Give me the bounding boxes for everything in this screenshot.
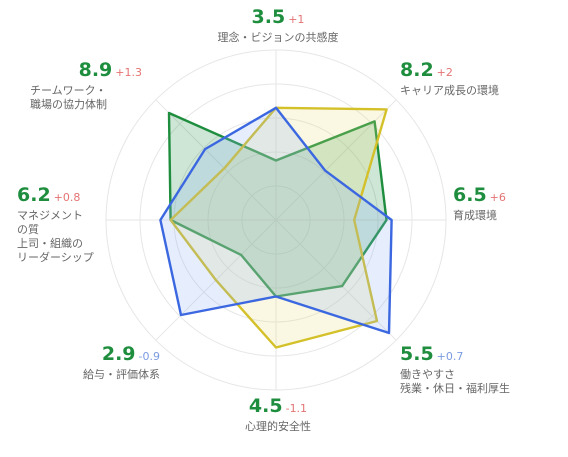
axis-label-management: 6.2 +0.8 マネジメント の質 上司・組織の リーダーシップ	[17, 186, 94, 265]
grid-spoke	[155, 99, 277, 221]
axis-name: 働きやすさ	[400, 368, 455, 381]
axis-name: チームワーク・	[30, 84, 107, 97]
axis-name-line3: 上司・組織の	[17, 237, 83, 250]
axis-name: 理念・ビジョンの共感度	[217, 31, 339, 44]
series-polygon-3	[159, 106, 393, 335]
axis-score: 8.2	[400, 59, 434, 81]
radar-grid	[105, 49, 447, 391]
axis-score: 6.5	[453, 184, 487, 206]
axis-score: 5.5	[400, 343, 434, 365]
axis-delta: -1.1	[285, 402, 308, 415]
axis-name-line2: の質	[17, 223, 39, 236]
axis-label-career: 8.2 +2 キャリア成長の環境	[400, 61, 499, 98]
axis-label-training: 6.5 +6 育成環境	[453, 186, 506, 223]
radar-series	[159, 106, 393, 349]
axis-delta: +0.8	[53, 191, 81, 204]
axis-label-teamwork: 8.9 +1.3 チームワーク・ 職場の協力体制	[30, 61, 142, 112]
grid-spoke	[275, 99, 397, 221]
axis-delta: +0.7	[436, 350, 464, 363]
axis-name: マネジメント	[17, 209, 83, 222]
axis-name: 給与・評価体系	[83, 368, 160, 381]
axis-score: 8.9	[78, 59, 113, 81]
axis-name: 育成環境	[453, 209, 497, 222]
axis-name-line4: リーダーシップ	[17, 251, 94, 264]
axis-delta: +1.3	[115, 66, 142, 79]
axis-score: 2.9	[101, 343, 136, 365]
axis-label-vision: 3.5 +1 理念・ビジョンの共感度	[178, 8, 378, 45]
axis-score: 6.2	[17, 184, 51, 206]
axis-name: 心理的安全性	[245, 420, 311, 433]
axis-score: 4.5	[248, 395, 283, 417]
axis-name-line2: 職場の協力体制	[30, 98, 107, 111]
axis-name: キャリア成長の環境	[400, 84, 499, 97]
axis-label-salary: 2.9 -0.9 給与・評価体系	[40, 345, 160, 382]
axis-delta: +6	[489, 191, 506, 204]
axis-label-workability: 5.5 +0.7 働きやすさ 残業・休日・福利厚生	[400, 345, 510, 396]
axis-score: 3.5	[251, 6, 286, 28]
axis-delta: +1	[288, 13, 305, 26]
axis-delta: -0.9	[138, 350, 160, 363]
axis-name-sub: 残業・休日・福利厚生	[400, 382, 510, 395]
axis-delta: +2	[436, 66, 453, 79]
series-polygon-2	[169, 106, 388, 349]
axis-label-safety: 4.5 -1.1 心理的安全性	[178, 397, 378, 434]
